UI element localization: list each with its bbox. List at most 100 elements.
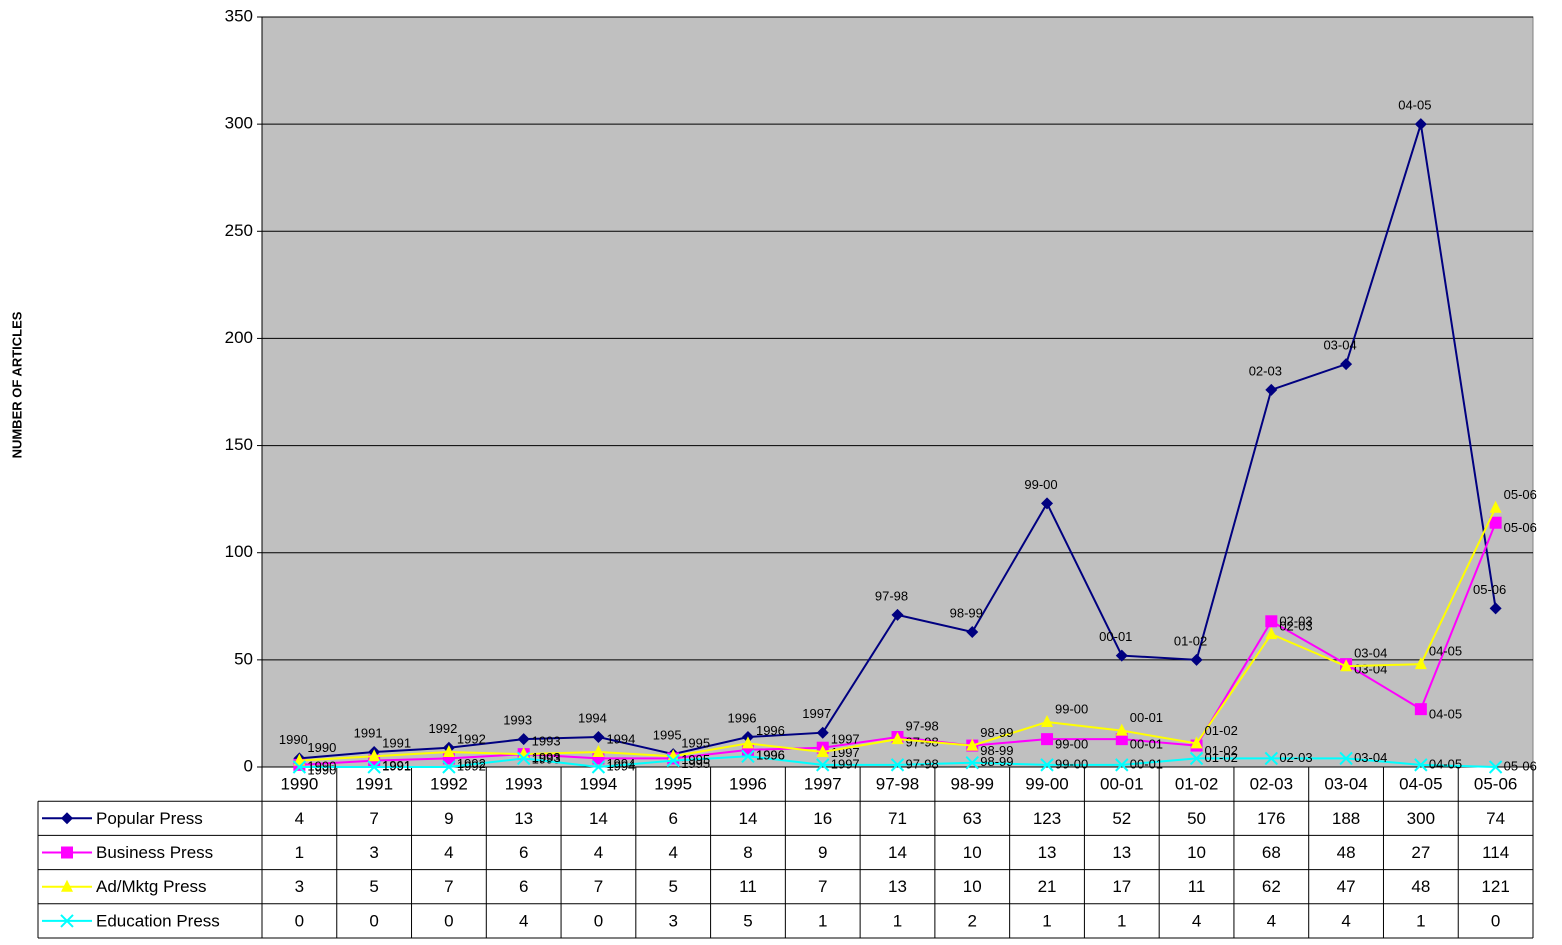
point-label: 03-04	[1354, 646, 1387, 661]
x-tick-label: 05-06	[1474, 775, 1517, 794]
table-value: 52	[1112, 809, 1131, 828]
point-label: 03-04	[1323, 338, 1356, 353]
table-value: 74	[1486, 809, 1505, 828]
table-value: 17	[1112, 877, 1131, 896]
point-label: 05-06	[1504, 520, 1537, 535]
point	[891, 732, 904, 745]
point	[1414, 758, 1428, 772]
point	[367, 760, 381, 774]
point	[1489, 516, 1502, 529]
point-label: 1992	[428, 721, 457, 736]
point	[1041, 715, 1054, 727]
y-tick-label: 50	[234, 649, 253, 668]
y-tick-label: 300	[225, 114, 253, 133]
table-value: 4	[295, 809, 304, 828]
point	[1115, 649, 1128, 662]
table-value: 4	[594, 843, 603, 862]
point	[1190, 736, 1203, 749]
table-value: 7	[444, 877, 453, 896]
point-label: 01-02	[1174, 633, 1207, 648]
point-label: 97-98	[906, 756, 939, 771]
table-value: 11	[1188, 877, 1206, 896]
table-value: 13	[888, 877, 907, 896]
table-value: 1	[818, 911, 827, 930]
point-label: 02-03	[1279, 614, 1312, 629]
point	[368, 749, 381, 762]
table-value: 4	[668, 843, 677, 862]
table-value: 68	[1262, 843, 1281, 862]
table-value: 0	[444, 911, 453, 930]
x-tick-label: 02-03	[1250, 775, 1293, 794]
table-value: 6	[519, 877, 528, 896]
point	[1264, 751, 1279, 766]
table-value: 1	[1117, 911, 1126, 930]
table-value: 1	[295, 843, 304, 862]
point-label: 04-05	[1429, 756, 1462, 771]
point-label: 1995	[681, 736, 710, 751]
x-tick-label: 03-04	[1324, 775, 1367, 794]
y-tick-label: 0	[244, 756, 253, 775]
point-label: 1993	[532, 734, 561, 749]
point-label: 1997	[831, 756, 860, 771]
table-value: 4	[519, 911, 528, 930]
table-value: 121	[1481, 877, 1509, 896]
x-tick-label: 01-02	[1175, 775, 1218, 794]
table-value: 7	[594, 877, 603, 896]
point-label: 03-04	[1354, 662, 1387, 677]
point-label: 00-01	[1130, 737, 1163, 752]
table-value: 5	[668, 877, 677, 896]
table-value: 47	[1337, 877, 1356, 896]
table-value: 71	[888, 809, 907, 828]
point-label: 98-99	[980, 725, 1013, 740]
point	[1115, 733, 1128, 746]
table-value: 10	[1187, 843, 1206, 862]
point-label: 99-00	[1055, 701, 1088, 716]
x-tick-label: 04-05	[1399, 775, 1442, 794]
point-label: 1994	[606, 756, 635, 771]
point-label: 02-03	[1279, 619, 1312, 634]
table-value: 21	[1038, 877, 1057, 896]
table-value: 8	[743, 843, 752, 862]
table-value: 1	[893, 911, 902, 930]
point-label: 1995	[653, 728, 682, 743]
table-value: 4	[444, 843, 453, 862]
point-label: 1991	[382, 736, 411, 751]
table-value: 176	[1257, 809, 1285, 828]
y-tick-label: 350	[225, 6, 253, 25]
point	[442, 745, 455, 757]
point	[741, 749, 755, 763]
point	[966, 738, 979, 751]
table-value: 9	[444, 809, 453, 828]
point-label: 05-06	[1473, 582, 1506, 597]
point-label: 1994	[606, 758, 635, 773]
point	[1340, 659, 1353, 672]
x-tick-label: 1997	[804, 775, 842, 794]
table-value: 27	[1411, 843, 1430, 862]
point-label: 03-04	[1354, 750, 1387, 765]
point-label: 1993	[503, 713, 532, 728]
point	[1489, 500, 1502, 513]
point	[666, 753, 680, 768]
point-label: 00-01	[1130, 756, 1163, 771]
point	[891, 608, 904, 621]
point	[592, 745, 605, 757]
point	[592, 731, 605, 743]
point	[1265, 627, 1278, 640]
point	[1041, 733, 1054, 746]
point-label: 1995	[681, 752, 710, 767]
point-label: 01-02	[1205, 723, 1238, 738]
table-value: 188	[1332, 809, 1360, 828]
point-label: 99-00	[1024, 477, 1057, 492]
x-tick-label: 00-01	[1100, 775, 1143, 794]
legend-label: Popular Press	[96, 809, 203, 828]
table-value: 10	[963, 877, 982, 896]
point-label: 04-05	[1429, 644, 1462, 659]
point	[1489, 602, 1502, 615]
point-label: 1990	[307, 740, 336, 755]
table-value: 4	[1192, 911, 1201, 930]
point-label: 05-06	[1504, 487, 1537, 502]
x-tick-label: 1990	[280, 775, 318, 794]
point-label: 99-00	[1055, 737, 1088, 752]
point-label: 1990	[307, 758, 336, 773]
